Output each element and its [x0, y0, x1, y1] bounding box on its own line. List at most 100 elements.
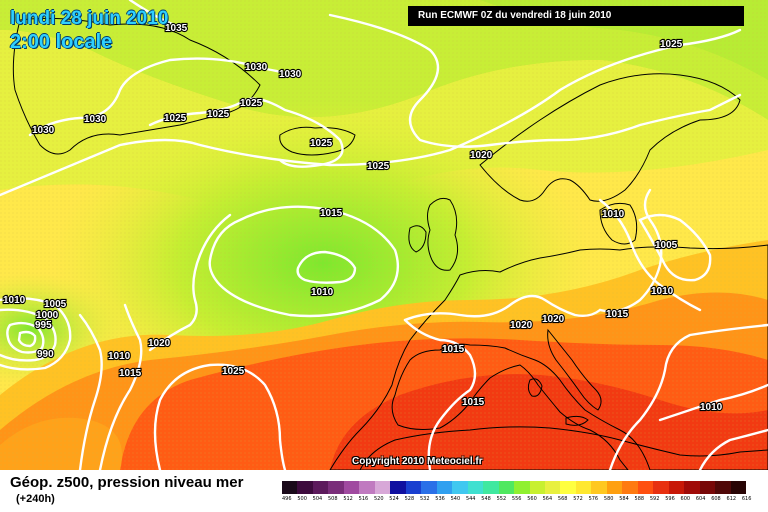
isobar-1015-se	[608, 323, 768, 470]
isobar-1035	[128, 0, 177, 27]
color-scale-swatch	[467, 481, 484, 494]
isobar-label: 1015	[442, 344, 465, 355]
isobar-1010-europe	[598, 198, 702, 312]
color-scale-label: 520	[373, 496, 384, 502]
isobar-label: 1030	[84, 114, 107, 125]
isobar-label: 1005	[44, 299, 67, 310]
isobar-label: 1010	[700, 402, 723, 413]
isobar-label: 1030	[245, 62, 268, 73]
isobar-label: 1020	[470, 150, 493, 161]
color-scale-labels: 496 500 504 508 512 516 520 524 528 532 536 540 544 5…	[282, 496, 757, 506]
color-scale-label: 544	[465, 496, 476, 502]
isobar-label: 1010	[651, 286, 674, 297]
isobar-label: 990	[37, 349, 54, 360]
isobar-label: 1035	[165, 23, 188, 34]
iceland-coast	[279, 126, 356, 156]
color-scale-swatch	[282, 481, 298, 494]
color-scale-label: 584	[619, 496, 629, 502]
color-scale-label: 528	[404, 496, 415, 502]
isobar-label: 1000	[36, 310, 59, 321]
forecast-time: 2:00 locale	[10, 31, 113, 53]
isobar-label: 1020	[510, 320, 533, 331]
isobars	[0, 0, 768, 470]
color-scale-swatch	[637, 481, 654, 494]
forecast-date: lundi 28 juin 2010	[10, 8, 169, 29]
color-scale-label: 532	[419, 496, 430, 502]
color-scale-label: 524	[389, 496, 399, 502]
europe-mainland-coast	[329, 244, 768, 470]
isobar-990-low	[17, 330, 37, 348]
coastlines	[12, 17, 768, 470]
color-scale-label: 580	[603, 496, 614, 502]
legend-title: Géop. z500, pression niveau mer	[10, 474, 244, 491]
isobar-1010-west	[78, 313, 103, 470]
isobar-label: 1015	[119, 368, 142, 379]
isobar-label: 1010	[108, 351, 131, 362]
color-scale-label: 564	[542, 496, 553, 502]
color-scale-label: 500	[297, 496, 307, 502]
color-scale-label: 608	[711, 496, 721, 502]
baltic-coast	[599, 202, 638, 245]
isobar-995-low	[6, 321, 45, 354]
color-scale-label: 604	[695, 496, 706, 502]
weather-map: 1035 1030 1030 1030 1030 1025 1025 1025 …	[0, 0, 768, 470]
color-scale-swatch	[668, 481, 685, 494]
color-scale-swatch	[359, 481, 375, 494]
color-scale-label: 592	[649, 496, 660, 502]
isobar-1005-europe	[638, 213, 712, 282]
isobar-label: 1025	[164, 113, 187, 124]
italy-coast	[547, 328, 602, 411]
color-scale-label: 612	[726, 496, 737, 502]
isobar-1015-bay	[403, 318, 477, 470]
color-scale-swatch	[544, 481, 561, 494]
color-scale-swatch	[575, 481, 592, 494]
isobar-label: 1010	[311, 287, 334, 298]
color-scale-label: 516	[358, 496, 369, 502]
color-scale-swatch	[606, 481, 623, 494]
isobar-1025-south	[153, 363, 287, 470]
color-scale-label: 540	[450, 496, 461, 502]
isobar-labels: 1035 1030 1030 1030 1030 1025 1025 1025 …	[2, 22, 724, 414]
isobar-label: 1030	[32, 125, 55, 136]
color-scale-label: 616	[741, 496, 752, 502]
isobar-1015-cutoff	[208, 205, 400, 318]
color-scale-swatch	[560, 481, 576, 494]
isobar-1010-cutoff	[296, 250, 357, 284]
isobar-label: 1030	[279, 69, 302, 80]
isobar-1020-north	[328, 13, 742, 148]
color-scale-swatch	[653, 481, 669, 494]
color-scale-swatch	[730, 481, 747, 494]
isobar-label: 1025	[240, 98, 263, 109]
color-scale-label: 556	[511, 496, 522, 502]
color-scale-swatch	[312, 481, 329, 494]
color-scale-swatch	[483, 481, 499, 494]
color-scale-swatch	[436, 481, 453, 494]
isobar-1005-low	[0, 297, 72, 371]
isobar-label: 1020	[542, 314, 565, 325]
isobar-1020-europe	[403, 294, 602, 322]
north-africa-coast	[359, 426, 768, 470]
forecast-lead-time: (+240h)	[16, 493, 55, 505]
color-scale-swatch	[390, 481, 406, 494]
ireland-coast	[408, 225, 427, 253]
greenland-coast	[12, 17, 261, 155]
color-scale-label: 576	[588, 496, 599, 502]
color-scale-swatch	[591, 481, 607, 494]
model-run-banner: Run ECMWF 0Z du vendredi 18 juin 2010	[408, 6, 744, 26]
isobar-label: 1015	[606, 309, 629, 320]
isobar-label: 1015	[462, 397, 485, 408]
isobar-label: 1010	[602, 209, 625, 220]
isobar-1020-west	[148, 213, 232, 352]
scandinavia-coast	[479, 73, 741, 202]
isobar-label: 1025	[207, 109, 230, 120]
color-scale-label: 600	[680, 496, 691, 502]
isobar-1010-se	[658, 383, 768, 422]
color-scale-label: 508	[327, 496, 338, 502]
isobar-label: 995	[35, 320, 52, 331]
color-scale-swatch	[297, 481, 313, 494]
isobar-1030-greenland	[28, 57, 292, 137]
color-scale-swatch	[328, 481, 344, 494]
color-scale-label: 588	[634, 496, 645, 502]
isobar-label: 1025	[367, 161, 390, 172]
